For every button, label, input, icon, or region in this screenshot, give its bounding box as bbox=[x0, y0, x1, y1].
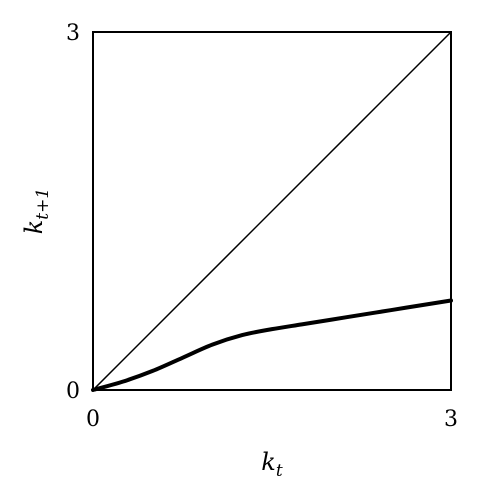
x-axis-label-base: k bbox=[261, 448, 276, 476]
y-axis-label-subscript: t+1 bbox=[33, 188, 53, 220]
plot-frame bbox=[92, 31, 452, 391]
series-line-diagonal bbox=[92, 31, 452, 391]
x-tick-label-left: 0 bbox=[86, 407, 100, 432]
y-tick-label-top: 3 bbox=[66, 21, 80, 46]
x-tick-label-right: 3 bbox=[444, 407, 458, 432]
y-axis-label-base: k bbox=[20, 220, 48, 235]
x-axis-label: kt bbox=[261, 448, 283, 481]
x-axis-label-subscript: t bbox=[276, 461, 283, 481]
y-tick-label-bottom: 0 bbox=[66, 379, 80, 404]
series-line-curve bbox=[91, 298, 453, 392]
y-axis-label: kt+1 bbox=[20, 188, 53, 234]
series-layer bbox=[91, 31, 453, 392]
